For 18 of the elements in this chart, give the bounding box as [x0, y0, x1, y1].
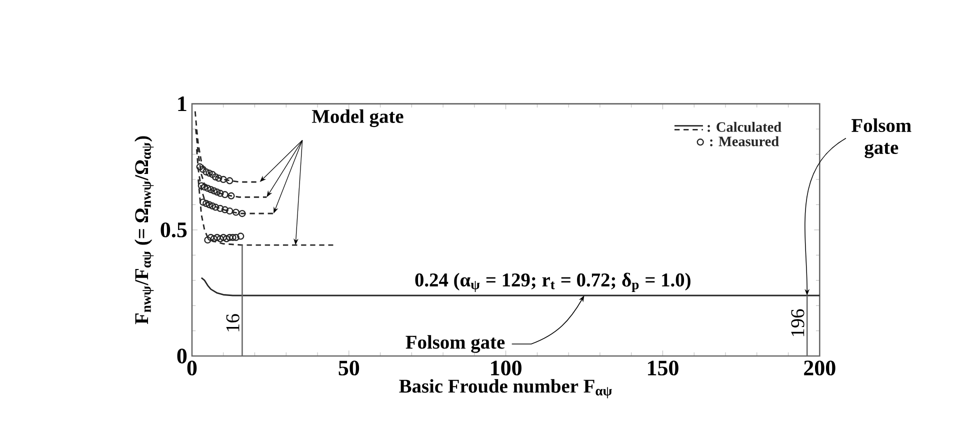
annotation: Folsom gate [406, 335, 505, 354]
annotation: Folsom gate [852, 118, 912, 158]
legend-label: : Measured [710, 136, 779, 146]
y-tick-label: 0 [177, 348, 187, 364]
x-tick-label: 100 [491, 360, 522, 376]
ref-line-label: 16 [226, 314, 240, 332]
legend-label: : Calculated [708, 122, 782, 132]
y-tick-label: 1 [178, 96, 186, 112]
x-tick-label: 0 [187, 360, 197, 376]
ref-line-label: 196 [791, 309, 804, 336]
y-tick-label: 0.5 [160, 222, 187, 238]
annotation: 0.24 (α$_{ψ}$ = 129; r$_{t}$ = 0.72; δ$_{p}$ = 1.0) [415, 272, 690, 292]
x-tick-label: 150 [648, 360, 678, 376]
x-axis-title: Basic Froude number F$_{αψ}$ [399, 379, 612, 398]
text: F$_{nwψ}$/F$_{αψ}$ (= Ω$_{nwψ}$/Ω$_{αψ}$) [134, 136, 154, 324]
x-tick-label: 50 [338, 360, 360, 376]
x-tick-label: 200 [804, 360, 836, 376]
annotation: Model gate [312, 110, 404, 128]
